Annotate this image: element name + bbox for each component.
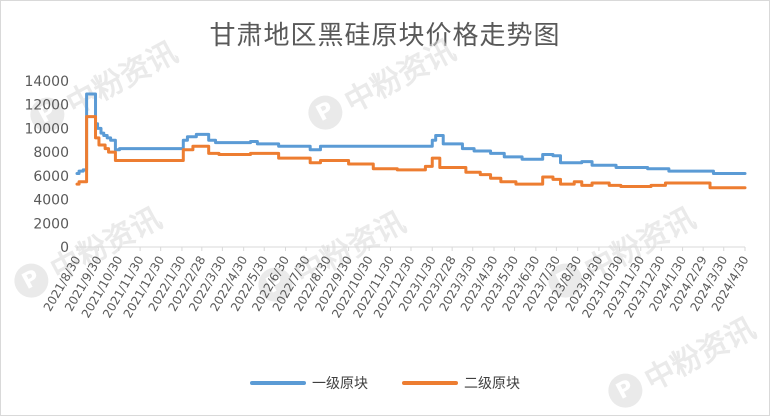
chart-title: 甘肃地区黑硅原块价格走势图	[209, 21, 561, 51]
y-tick-label: 6000	[33, 169, 69, 185]
legend-item: 一级原块	[250, 373, 368, 393]
legend-swatch	[402, 381, 458, 385]
chart-legend: 一级原块 二级原块	[1, 373, 769, 393]
legend-swatch	[250, 381, 306, 385]
series-line-2	[75, 115, 747, 190]
y-tick-label: 12000	[24, 98, 69, 114]
legend-label: 二级原块	[464, 376, 520, 392]
y-tick-label: 8000	[33, 145, 69, 161]
y-tick-label: 10000	[24, 121, 69, 137]
y-tick-label: 2000	[33, 216, 69, 232]
y-tick-label: 4000	[33, 193, 69, 209]
y-tick-label: 0	[60, 240, 69, 256]
legend-item: 二级原块	[402, 373, 520, 393]
legend-label: 一级原块	[312, 376, 368, 392]
series-line-1	[75, 92, 747, 175]
y-tick-label: 14000	[24, 74, 69, 90]
